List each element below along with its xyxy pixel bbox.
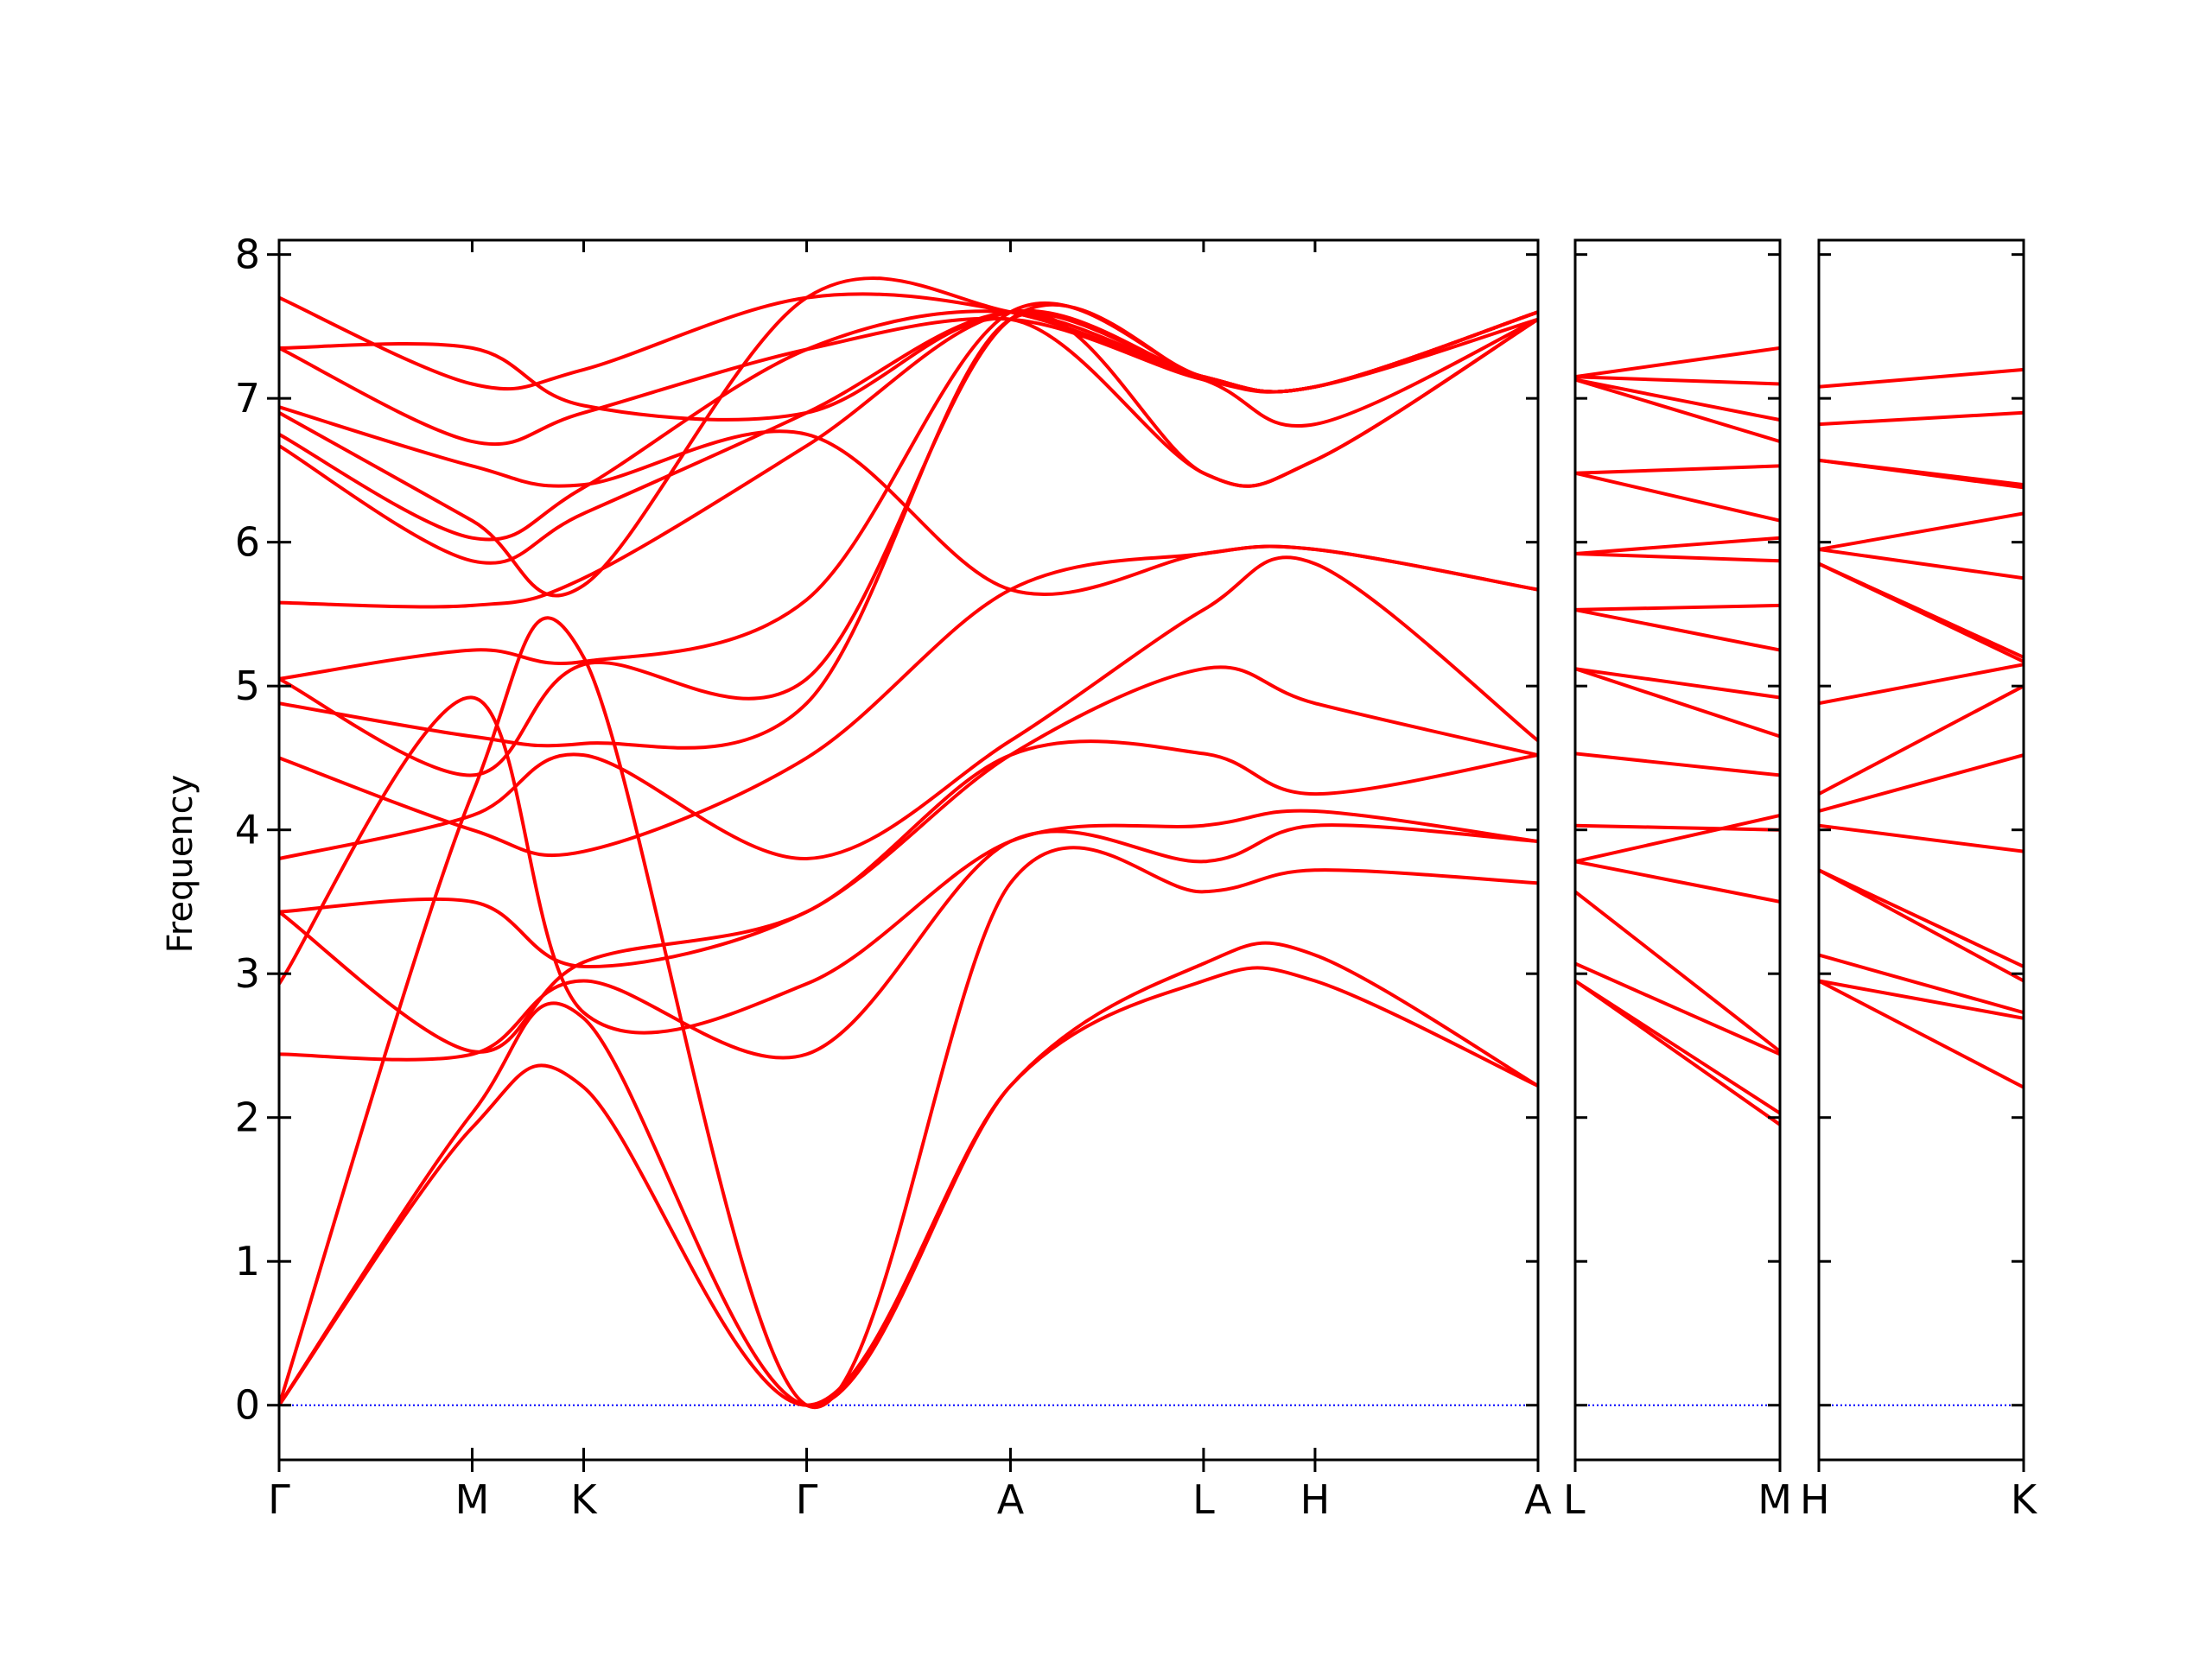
x-tick-label: K — [2011, 1476, 2038, 1523]
band-line — [1819, 548, 2024, 580]
band-line — [279, 739, 1538, 1054]
y-tick-label: 0 — [235, 1382, 260, 1429]
band-line — [1575, 979, 1780, 1115]
x-tick-label: K — [570, 1476, 598, 1523]
y-tick-label: 8 — [235, 232, 260, 278]
y-tick-label: 4 — [235, 807, 260, 853]
band-line — [1819, 979, 2024, 1020]
x-tick-label: Γ — [268, 1476, 290, 1523]
band-line — [279, 309, 1538, 565]
band-line — [279, 966, 1538, 1407]
x-tick-label: L — [1563, 1476, 1586, 1523]
y-axis-label: Frequency — [161, 775, 200, 954]
band-line — [1575, 464, 1780, 475]
y-tick-label: 2 — [235, 1094, 260, 1141]
x-tick-label: A — [1524, 1476, 1552, 1523]
x-tick-label: H — [1800, 1476, 1830, 1523]
band-line — [1575, 607, 1780, 652]
band-line — [1819, 979, 2024, 1089]
band-line — [279, 405, 1538, 597]
band-line — [1819, 458, 2024, 487]
band-line — [1575, 346, 1780, 379]
band-line — [1575, 536, 1780, 555]
band-line — [1575, 814, 1780, 864]
band-line — [279, 941, 1538, 1407]
band-line — [279, 616, 1538, 1410]
bands-group — [1819, 367, 2024, 1406]
band-line — [1575, 552, 1780, 563]
axes-frame — [277, 238, 1540, 1462]
band-line — [1575, 471, 1780, 523]
y-tick-label: 5 — [235, 663, 260, 709]
band-line — [279, 555, 1538, 861]
band-line — [1819, 367, 2024, 389]
band-line — [1819, 684, 2024, 796]
x-tick-label: L — [1192, 1476, 1215, 1523]
x-tick-label: Γ — [796, 1476, 818, 1523]
band-line — [1575, 667, 1780, 700]
x-tick-label: A — [997, 1476, 1025, 1523]
y-tick-label: 1 — [235, 1238, 260, 1285]
band-line — [1575, 752, 1780, 777]
band-line — [1575, 377, 1780, 422]
band-line — [1819, 868, 2024, 968]
band-line — [1819, 511, 2024, 551]
bands-group — [279, 276, 1538, 1410]
band-line — [1575, 377, 1780, 444]
band-line — [1575, 375, 1780, 386]
band-line — [279, 695, 1538, 1035]
x-tick-label: H — [1300, 1476, 1331, 1523]
axes-frame — [1817, 238, 2025, 1462]
band-line — [279, 665, 1538, 968]
band-line — [279, 823, 1538, 1062]
axes-frame — [1573, 238, 1782, 1462]
band-line — [1819, 663, 2024, 706]
band-line — [1575, 860, 1780, 904]
band-line — [279, 292, 1538, 394]
band-line — [1575, 603, 1780, 612]
band-line — [1819, 753, 2024, 813]
x-tick-label: M — [1758, 1476, 1792, 1523]
band-line — [1575, 667, 1780, 739]
band-line — [1819, 410, 2024, 427]
band-line — [1819, 823, 2024, 853]
band-line — [1575, 890, 1780, 1054]
band-line — [279, 316, 1538, 488]
band-line — [1575, 961, 1780, 1056]
band-line — [1819, 953, 2024, 1015]
y-tick-label: 7 — [235, 375, 260, 422]
band-line — [1575, 823, 1780, 832]
bands-group — [1575, 346, 1780, 1406]
panel-1: 0 1 2 3 4 5 6 7 8 Γ M K Γ A L H A — [235, 232, 1553, 1523]
y-tick-label: 3 — [235, 950, 260, 997]
band-line — [279, 302, 1538, 777]
y-tick-label: 6 — [235, 519, 260, 566]
x-tick-label: M — [455, 1476, 490, 1523]
band-line — [1819, 561, 2024, 659]
